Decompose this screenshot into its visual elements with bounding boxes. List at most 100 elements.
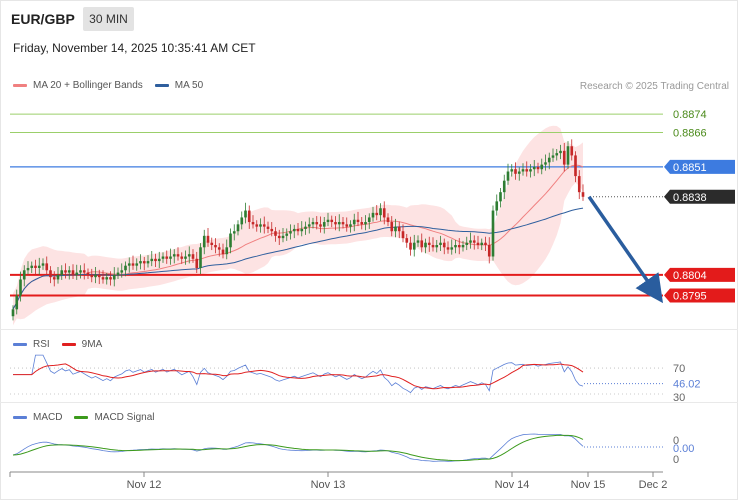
candle	[420, 233, 424, 253]
candle-body	[180, 256, 184, 259]
candle-body	[360, 222, 364, 225]
macd-tick-0-upper: 0	[673, 435, 679, 447]
candle	[251, 215, 255, 229]
candle-body	[435, 245, 439, 248]
candle	[574, 151, 577, 183]
candle-body	[390, 222, 394, 232]
candle	[157, 251, 161, 268]
candle-body	[322, 222, 326, 227]
candle-body	[296, 228, 300, 232]
candle	[506, 163, 510, 185]
candle-body	[109, 277, 112, 280]
candle-body	[450, 247, 454, 250]
candle-body	[307, 224, 311, 227]
candle-body	[131, 263, 135, 266]
research-credit: Research © 2025 Trading Central	[579, 81, 729, 92]
candle	[82, 263, 86, 280]
candle	[487, 237, 491, 264]
candle	[409, 236, 412, 256]
candle-body	[315, 222, 319, 225]
candle	[551, 148, 555, 162]
candle	[274, 227, 277, 242]
candle	[454, 239, 457, 254]
candle	[67, 266, 71, 280]
candle-body	[457, 245, 461, 248]
candle-body	[521, 169, 525, 172]
candle-body	[49, 270, 52, 278]
candle-body	[559, 150, 562, 154]
legend-swatch-9ma	[61, 343, 76, 346]
candle	[469, 232, 472, 249]
candle	[416, 235, 420, 247]
candle-body	[319, 224, 322, 227]
candle-body	[547, 157, 551, 163]
candle	[86, 268, 90, 280]
candle	[544, 154, 547, 171]
candle-body	[375, 212, 379, 216]
candle-body	[465, 242, 469, 246]
candle-body	[199, 247, 202, 268]
candle-body	[105, 277, 109, 280]
price-tag-text-0.8795: 0.8795	[673, 291, 707, 303]
legend-swatch-macd	[13, 416, 27, 419]
candle-body	[94, 274, 97, 278]
candle-body	[480, 242, 484, 246]
candle-body	[202, 235, 206, 248]
candle	[270, 222, 274, 237]
candle	[476, 235, 480, 250]
candle	[221, 243, 225, 259]
candle	[52, 271, 56, 287]
legend-rsi: RSI	[13, 339, 50, 350]
candle	[146, 255, 150, 268]
candle	[382, 201, 386, 225]
candle	[232, 224, 236, 241]
candle	[435, 239, 439, 253]
candle-body	[67, 270, 71, 273]
candle	[191, 249, 195, 263]
candle	[49, 266, 52, 284]
forecast-arrow	[587, 195, 663, 304]
candle	[517, 167, 521, 181]
candle	[491, 205, 495, 261]
candle-body	[169, 256, 172, 259]
candle	[131, 255, 135, 270]
candle-body	[191, 254, 195, 259]
candle	[562, 143, 566, 172]
legend-9ma: 9MA	[61, 339, 102, 350]
candle-body	[45, 263, 49, 271]
candle	[101, 270, 105, 284]
candle	[360, 216, 364, 230]
candle-body	[502, 180, 506, 193]
candle	[22, 265, 26, 287]
x-tick-label: Dec 2	[639, 479, 668, 491]
candle-body	[120, 270, 124, 273]
candle	[41, 258, 45, 270]
candle	[337, 214, 341, 232]
candle-body	[30, 265, 34, 268]
candle	[142, 256, 146, 271]
candle	[26, 261, 30, 275]
candle-body	[184, 256, 187, 259]
candle	[229, 228, 232, 254]
candle	[154, 253, 157, 268]
candle-body	[427, 242, 431, 246]
candle-body	[461, 245, 465, 248]
candle-body	[469, 240, 472, 243]
candle	[75, 264, 79, 280]
candle-body	[454, 245, 457, 248]
candle	[15, 289, 19, 315]
x-tick-label: Nov 14	[495, 479, 530, 491]
candle-body	[112, 274, 116, 280]
candle-body	[574, 155, 577, 177]
candle-body	[514, 169, 517, 174]
candle-body	[101, 277, 105, 280]
candle-body	[86, 272, 90, 275]
timeframe-button[interactable]: 30 MIN	[83, 7, 134, 31]
candle-body	[517, 171, 521, 174]
candle-body	[397, 226, 401, 232]
candle	[484, 236, 487, 251]
symbol-label: EUR/GBP	[11, 11, 75, 27]
pane-separator	[0, 402, 738, 403]
candle-body	[570, 146, 574, 156]
candle	[439, 235, 442, 251]
